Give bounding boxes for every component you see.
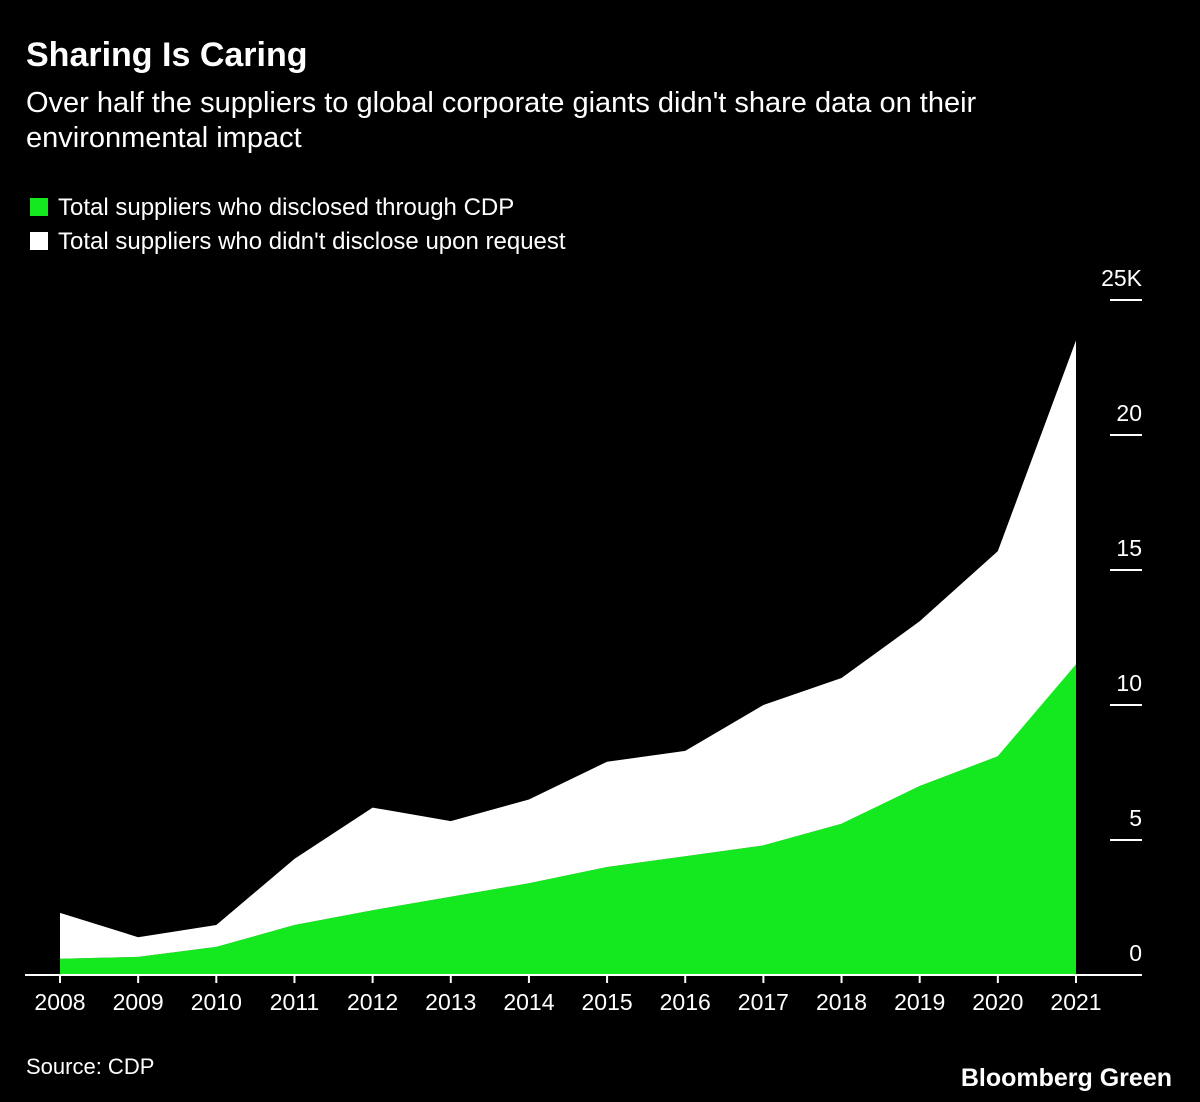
y-tick-label: 15 bbox=[1116, 535, 1142, 561]
y-tick-label: 10 bbox=[1116, 670, 1142, 696]
legend-swatch bbox=[30, 232, 48, 250]
x-tick-label: 2015 bbox=[581, 989, 632, 1015]
x-tick-label: 2008 bbox=[34, 989, 85, 1015]
x-tick-label: 2012 bbox=[347, 989, 398, 1015]
chart-title: Sharing Is Caring bbox=[26, 36, 308, 74]
x-tick-label: 2019 bbox=[894, 989, 945, 1015]
chart-subtitle: Over half the suppliers to global corpor… bbox=[26, 87, 977, 119]
x-tick-label: 2011 bbox=[270, 989, 319, 1015]
x-tick-label: 2014 bbox=[503, 989, 554, 1015]
y-tick-label: 5 bbox=[1129, 805, 1142, 831]
legend-label: Total suppliers who didn't disclose upon… bbox=[58, 228, 566, 255]
legend-swatch bbox=[30, 198, 48, 216]
chart-subtitle: environmental impact bbox=[26, 122, 302, 154]
brand: Bloomberg Green bbox=[961, 1064, 1172, 1092]
y-tick-label: 20 bbox=[1116, 400, 1142, 426]
y-tick-label: 0 bbox=[1129, 940, 1142, 966]
x-tick-label: 2018 bbox=[816, 989, 867, 1015]
x-tick-label: 2009 bbox=[113, 989, 164, 1015]
x-tick-label: 2020 bbox=[972, 989, 1023, 1015]
x-tick-label: 2016 bbox=[660, 989, 711, 1015]
x-tick-label: 2010 bbox=[191, 989, 242, 1015]
area bbox=[60, 340, 1076, 959]
x-tick-label: 2013 bbox=[425, 989, 476, 1015]
x-tick-label: 2017 bbox=[738, 989, 789, 1015]
area bbox=[60, 664, 1076, 975]
y-tick-label: 25K bbox=[1101, 265, 1143, 291]
source: Source: CDP bbox=[26, 1054, 154, 1079]
legend-label: Total suppliers who disclosed through CD… bbox=[58, 194, 514, 221]
x-tick-label: 2021 bbox=[1050, 989, 1101, 1015]
